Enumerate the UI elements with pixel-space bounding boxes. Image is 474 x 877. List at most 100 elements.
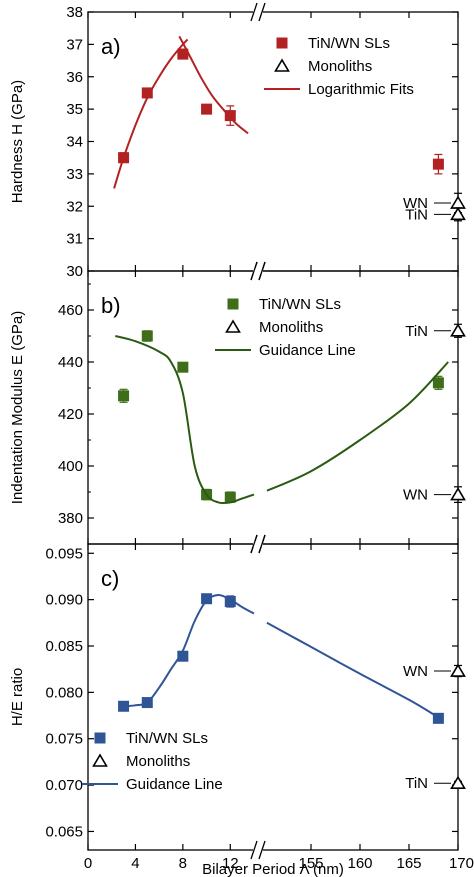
legend-entry: Logarithmic Fits bbox=[308, 81, 414, 98]
plot-frame bbox=[87, 543, 459, 851]
panel-label: a) bbox=[101, 34, 121, 59]
y-axis-title: Indentation Modulus E (GPa) bbox=[9, 311, 26, 504]
series-monoliths: WN TiN bbox=[403, 663, 466, 792]
x-axis-title: Bilayer Period Λ (nm) bbox=[202, 861, 344, 877]
y-tick-label: 0.090 bbox=[45, 592, 83, 609]
x-tick-label: 8 bbox=[179, 855, 187, 872]
y-tick-label: 0.070 bbox=[45, 777, 83, 794]
monolith-label: WN bbox=[403, 663, 428, 680]
legend-entry: Monoliths bbox=[126, 753, 190, 770]
y-tick-label: 37 bbox=[66, 36, 83, 53]
axis-break-mark bbox=[250, 261, 258, 281]
axis-break-gap bbox=[253, 9, 263, 15]
data-point bbox=[224, 110, 236, 122]
y-tick-label: 400 bbox=[58, 458, 83, 475]
axis-break-gap bbox=[253, 541, 263, 547]
legend-square-swatch bbox=[227, 298, 239, 310]
data-point bbox=[432, 712, 444, 724]
series-tin-wn-sls bbox=[118, 48, 444, 175]
series-line bbox=[266, 621, 439, 719]
legend: TiN/WN SLs Monoliths Guidance Line bbox=[82, 730, 223, 793]
data-point bbox=[177, 361, 189, 373]
series-monoliths: TiN WN bbox=[403, 323, 466, 504]
x-tick-label: 160 bbox=[347, 855, 372, 872]
y-tick-label: 36 bbox=[66, 69, 83, 86]
monolith-label: TiN bbox=[405, 323, 428, 340]
axis-break-mark bbox=[258, 840, 266, 860]
series-tin-wn-sls bbox=[118, 593, 444, 724]
y-tick-label: 380 bbox=[58, 510, 83, 527]
y-tick-label: 0.075 bbox=[45, 731, 83, 748]
axis-break-gap bbox=[253, 268, 263, 274]
legend-triangle-swatch bbox=[274, 58, 290, 72]
data-point bbox=[141, 330, 153, 342]
legend-entry: Monoliths bbox=[308, 58, 372, 75]
y-tick-label: 33 bbox=[66, 166, 83, 183]
y-tick-label: 0.080 bbox=[45, 684, 83, 701]
monolith-label: TiN bbox=[405, 206, 428, 223]
series-guidance-line bbox=[115, 335, 449, 505]
data-point bbox=[118, 390, 130, 402]
y-tick-label: 440 bbox=[58, 354, 83, 371]
data-point bbox=[450, 663, 466, 677]
y-axis-title: Hardness H (GPa) bbox=[9, 80, 26, 203]
y-tick-label: 31 bbox=[66, 231, 83, 248]
legend-entry: TiN/WN SLs bbox=[259, 296, 341, 313]
axis-break-gap bbox=[253, 847, 263, 853]
legend-entry: Guidance Line bbox=[259, 342, 356, 359]
data-point bbox=[450, 487, 466, 501]
y-tick-label: 35 bbox=[66, 101, 83, 118]
y-tick-label: 0.065 bbox=[45, 823, 83, 840]
legend-entry: Monoliths bbox=[259, 319, 323, 336]
y-tick-label: 30 bbox=[66, 263, 83, 280]
x-tick-label: 4 bbox=[131, 855, 139, 872]
monolith-label: WN bbox=[403, 195, 428, 212]
legend: TiN/WN SLs Monoliths Guidance Line bbox=[215, 296, 356, 359]
axis-break-mark bbox=[250, 840, 258, 860]
data-point bbox=[201, 103, 213, 115]
panel-label: b) bbox=[101, 293, 121, 318]
plot-frame bbox=[87, 11, 459, 272]
axis-break-mark bbox=[258, 534, 266, 554]
x-tick-label: 170 bbox=[449, 855, 474, 872]
panel-label: c) bbox=[101, 566, 119, 591]
series-line bbox=[113, 38, 189, 189]
axis-break-mark bbox=[258, 2, 266, 22]
data-point bbox=[450, 195, 466, 209]
y-tick-label: 34 bbox=[66, 134, 83, 151]
x-tick-label: 165 bbox=[396, 855, 421, 872]
data-point bbox=[432, 158, 444, 170]
monolith-label: TiN bbox=[405, 775, 428, 792]
series-line bbox=[123, 594, 255, 708]
legend-square-swatch bbox=[276, 37, 288, 49]
data-point bbox=[432, 377, 444, 389]
series-line bbox=[266, 361, 449, 492]
y-tick-label: 420 bbox=[58, 406, 83, 423]
legend-triangle-swatch bbox=[92, 753, 108, 767]
legend-square-swatch bbox=[94, 732, 106, 744]
y-tick-label: 460 bbox=[58, 302, 83, 319]
data-point bbox=[450, 323, 466, 337]
y-axis-title: H/E ratio bbox=[9, 668, 26, 726]
y-tick-label: 0.095 bbox=[45, 545, 83, 562]
x-tick-label: 12 bbox=[222, 855, 239, 872]
legend-entry: Guidance Line bbox=[126, 776, 223, 793]
axis-break-mark bbox=[250, 534, 258, 554]
monolith-label: WN bbox=[403, 487, 428, 504]
axis-break-mark bbox=[258, 261, 266, 281]
legend: TiN/WN SLs Monoliths Logarithmic Fits bbox=[264, 35, 414, 98]
data-point bbox=[450, 206, 466, 221]
series-line bbox=[178, 35, 249, 135]
legend-entry: TiN/WN SLs bbox=[126, 730, 208, 747]
panel-3: 0.065 0.070 0.075 0.080 0.085 0.090 0.095 H/E r… bbox=[9, 534, 474, 877]
data-point bbox=[201, 593, 213, 605]
x-tick-label: 0 bbox=[84, 855, 92, 872]
panel-2: 380 400 420 440 460 Indentation Modulus E (GP… bbox=[9, 261, 466, 554]
legend-entry: TiN/WN SLs bbox=[308, 35, 390, 52]
data-point bbox=[450, 775, 466, 790]
y-tick-label: 0.085 bbox=[45, 638, 83, 655]
series-logarithmic-fits bbox=[113, 35, 249, 189]
